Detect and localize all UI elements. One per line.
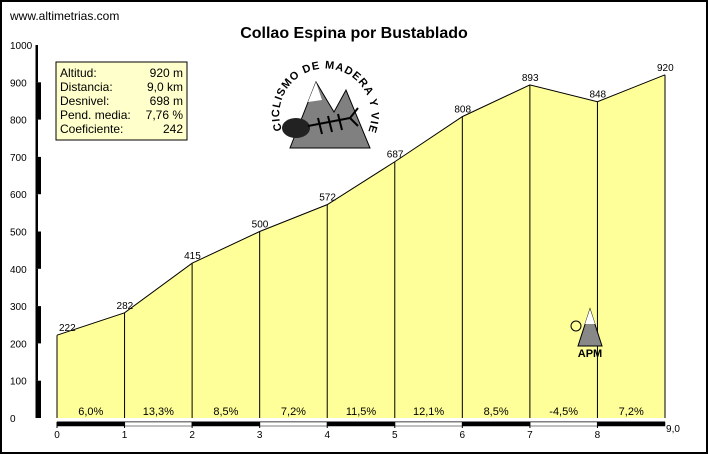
gradient-label: 7,2%: [281, 406, 306, 418]
elevation-label: 222: [59, 323, 76, 334]
gradient-band: [462, 421, 531, 427]
stat-label: Pend. media:: [60, 108, 131, 122]
stats-box: Altitud: 920 m Distancia: 9,0 km Desnivel: 69…: [55, 61, 188, 141]
site-url: www.altimetrias.com: [9, 9, 119, 23]
x-tick-label: 8: [595, 430, 601, 441]
gradient-label: -4,5%: [549, 406, 578, 418]
stat-value: 698 m: [150, 94, 183, 108]
cyclist-icon: [570, 320, 582, 332]
gradient-band: [529, 421, 598, 427]
stat-label: Distancia:: [60, 80, 113, 94]
y-axis-band: [36, 231, 41, 269]
snow-cap-icon: [308, 82, 322, 102]
x-tick-label: 3: [257, 430, 263, 441]
y-tick-label: 0: [10, 414, 16, 425]
x-tick-label: 7: [527, 430, 533, 441]
profile-line: [56, 74, 666, 336]
y-axis-band: [36, 119, 38, 157]
gradient-label: 8,5%: [213, 406, 238, 418]
x-tick-label: 6: [460, 430, 466, 441]
gradient-label: 13,3%: [143, 406, 174, 418]
y-tick-label: 500: [10, 228, 27, 239]
stats-rows: Altitud: 920 m Distancia: 9,0 km Desnivel: 69…: [60, 66, 183, 136]
stats-box-background: [55, 61, 188, 141]
gradient-label: 8,5%: [484, 406, 509, 418]
y-axis-band: [36, 380, 41, 418]
y-axis-band: [36, 306, 41, 344]
gradient-band: [597, 421, 666, 427]
y-tick-label: 300: [10, 302, 27, 313]
plot-area: 0100200300400500600700800900100022228241…: [10, 41, 680, 441]
elevation-label: 572: [319, 193, 336, 204]
elevation-label: 808: [454, 105, 471, 116]
y-axis-band: [36, 268, 38, 307]
peak-snow-icon: [585, 309, 595, 324]
apm-badge: APM: [570, 307, 603, 360]
x-tick-label: 2: [189, 430, 195, 441]
stat-label: Coeficiente:: [60, 122, 123, 136]
y-axis-band: [36, 343, 38, 381]
y-tick-label: 200: [10, 339, 27, 350]
gradient-band: [191, 421, 260, 427]
elevation-label: 687: [387, 150, 404, 161]
y-tick-label: 400: [10, 265, 27, 276]
gradient-label: 12,1%: [413, 406, 444, 418]
gradient-label: 6,0%: [78, 406, 103, 418]
fish-head-icon: [282, 118, 310, 138]
apm-label: APM: [578, 348, 602, 360]
stat-label: Altitud:: [60, 66, 97, 80]
gradient-band: [56, 421, 125, 427]
peak-icon: [577, 307, 603, 347]
elevation-label: 282: [117, 301, 134, 312]
y-tick-label: 1000: [10, 41, 33, 52]
y-axis-band: [36, 156, 41, 195]
y-tick-label: 100: [10, 377, 27, 388]
stat-value: 920 m: [150, 66, 183, 80]
y-tick-label: 700: [10, 153, 27, 164]
y-tick-label: 800: [10, 116, 27, 127]
gradient-label: 11,5%: [346, 406, 377, 418]
chart-title: Collao Espina por Bustablado: [240, 25, 468, 42]
x-tick-label: 5: [392, 430, 398, 441]
stat-value: 9,0 km: [147, 80, 183, 94]
y-axis-band: [36, 82, 41, 120]
x-tick-label: 1: [122, 430, 128, 441]
gradient-band: [326, 421, 396, 427]
gradient-band: [259, 421, 328, 427]
y-tick-label: 600: [10, 190, 27, 201]
stat-value: 7,76 %: [146, 108, 184, 122]
x-tick-label: 4: [324, 430, 330, 441]
gradient-label: 7,2%: [619, 406, 644, 418]
x-end-label: 9,0: [666, 424, 680, 435]
gradient-band: [124, 421, 193, 427]
y-axis-band: [36, 194, 38, 232]
stat-value: 242: [163, 122, 183, 136]
y-axis-band: [36, 45, 38, 83]
elevation-label: 920: [657, 63, 674, 74]
y-tick-label: 900: [10, 78, 27, 89]
gradient-band: [394, 421, 463, 427]
elevation-label: 893: [522, 73, 539, 84]
x-tick-label: 0: [54, 430, 60, 441]
fish-bones-icon: [307, 107, 359, 135]
stat-label: Desnivel:: [60, 94, 109, 108]
profile-area: [57, 74, 665, 418]
elevation-label: 500: [252, 220, 269, 231]
elevation-label: 415: [184, 251, 201, 262]
elevation-label: 848: [589, 90, 606, 101]
